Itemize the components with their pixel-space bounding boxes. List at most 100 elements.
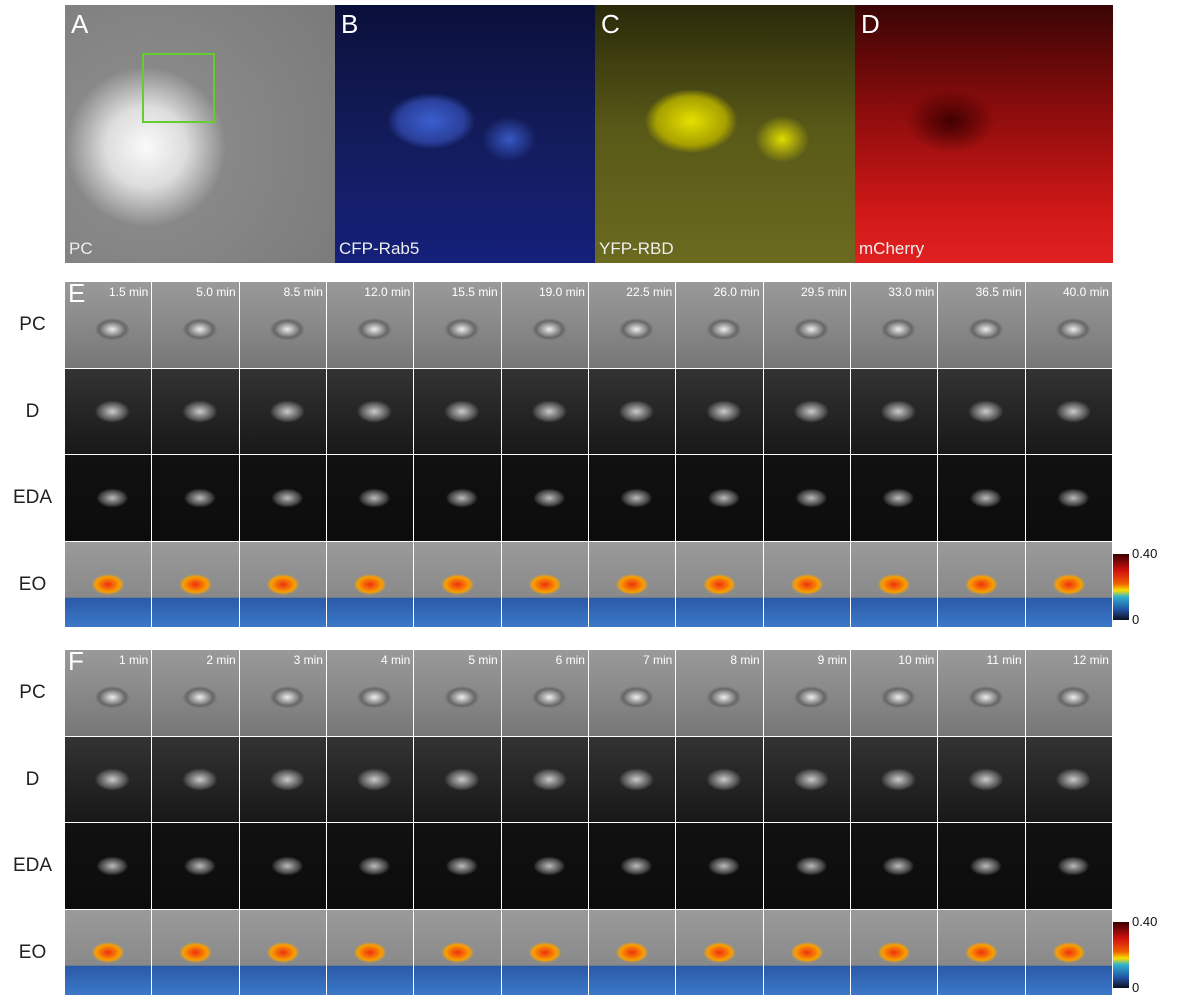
image-cell: 10 min (851, 650, 937, 736)
image-cell (938, 910, 1024, 996)
panel-caption: PC (69, 239, 93, 259)
time-label: 8.5 min (284, 285, 323, 299)
time-label: 36.5 min (976, 285, 1022, 299)
image-cell (851, 737, 937, 823)
image-cell (414, 542, 500, 628)
image-cell (938, 369, 1024, 455)
image-cell (764, 542, 850, 628)
colorbar-min: 0 (1132, 612, 1139, 627)
image-cell: 12.0 min (327, 282, 413, 368)
image-cell (65, 910, 151, 996)
time-label: 26.0 min (714, 285, 760, 299)
image-cell (938, 737, 1024, 823)
image-cell (240, 823, 326, 909)
image-cell (938, 455, 1024, 541)
image-cell (502, 737, 588, 823)
image-cell (764, 910, 850, 996)
time-label: 15.5 min (452, 285, 498, 299)
image-cell (676, 737, 762, 823)
image-cell (65, 542, 151, 628)
image-cell (502, 455, 588, 541)
image-cell (152, 455, 238, 541)
image-cell (414, 455, 500, 541)
image-cell (851, 910, 937, 996)
panel-letter: B (341, 9, 358, 40)
image-cell (240, 737, 326, 823)
image-cell (1026, 542, 1112, 628)
image-cell (327, 455, 413, 541)
time-label: 11 min (987, 653, 1022, 667)
panel-caption: mCherry (859, 239, 924, 259)
image-cell (589, 910, 675, 996)
image-cell (1026, 369, 1112, 455)
image-cell (1026, 910, 1112, 996)
image-cell (1026, 737, 1112, 823)
colorbar-min: 0 (1132, 980, 1139, 995)
image-cell: 12 min (1026, 650, 1112, 736)
image-cell (851, 455, 937, 541)
image-cell (414, 737, 500, 823)
image-cell (589, 737, 675, 823)
image-cell (589, 455, 675, 541)
image-cell (502, 369, 588, 455)
image-cell: 36.5 min (938, 282, 1024, 368)
panel-letter: D (861, 9, 880, 40)
image-cell (327, 369, 413, 455)
image-panel: B CFP-Rab5 (335, 5, 595, 263)
image-cell (327, 823, 413, 909)
image-cell: 8 min (676, 650, 762, 736)
time-label: 40.0 min (1063, 285, 1109, 299)
row-label: D (5, 401, 60, 423)
image-cell: 8.5 min (240, 282, 326, 368)
image-cell (851, 823, 937, 909)
image-cell (327, 737, 413, 823)
image-cell: 15.5 min (414, 282, 500, 368)
image-cell (676, 369, 762, 455)
row-label: D (5, 769, 60, 791)
time-label: 12.0 min (364, 285, 410, 299)
panel-caption: CFP-Rab5 (339, 239, 419, 259)
image-cell (414, 369, 500, 455)
image-cell (764, 455, 850, 541)
time-label: 1 min (119, 653, 148, 667)
image-cell (589, 369, 675, 455)
image-cell: 19.0 min (502, 282, 588, 368)
time-label: 3 min (294, 653, 323, 667)
image-cell (502, 910, 588, 996)
image-cell (1026, 455, 1112, 541)
image-cell (502, 542, 588, 628)
image-cell (764, 369, 850, 455)
panel-caption: YFP-RBD (599, 239, 674, 259)
row-label: PC (5, 682, 60, 704)
time-label: 19.0 min (539, 285, 585, 299)
image-cell (676, 910, 762, 996)
image-cell: 5.0 min (152, 282, 238, 368)
image-cell: 40.0 min (1026, 282, 1112, 368)
colorbar-max: 0.40 (1132, 914, 1157, 929)
image-cell: 3 min (240, 650, 326, 736)
colorbar-max: 0.40 (1132, 546, 1157, 561)
image-cell (764, 737, 850, 823)
time-label: 33.0 min (888, 285, 934, 299)
image-cell (851, 369, 937, 455)
image-cell (65, 737, 151, 823)
image-cell (1026, 823, 1112, 909)
image-cell (65, 823, 151, 909)
row-label: EDA (5, 487, 60, 509)
time-label: 10 min (898, 653, 934, 667)
image-cell (589, 823, 675, 909)
image-cell: 7 min (589, 650, 675, 736)
time-label: 6 min (556, 653, 585, 667)
image-cell (327, 542, 413, 628)
panel-letter: F (68, 646, 84, 677)
time-label: 5.0 min (196, 285, 235, 299)
image-cell (152, 910, 238, 996)
image-cell: 29.5 min (764, 282, 850, 368)
image-cell: 4 min (327, 650, 413, 736)
image-cell: 2 min (152, 650, 238, 736)
row-label: EO (5, 574, 60, 596)
image-cell: 11 min (938, 650, 1024, 736)
